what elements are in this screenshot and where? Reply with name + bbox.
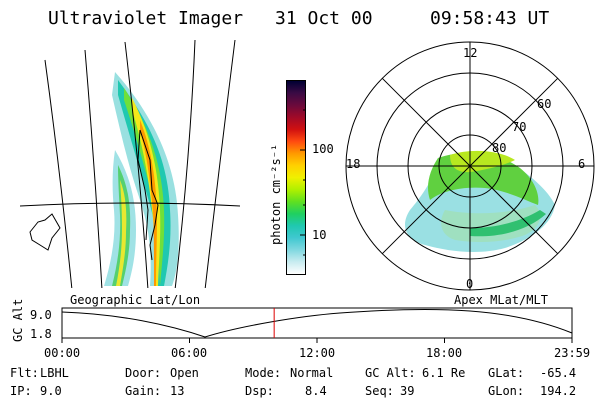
left-panel-caption: Geographic Lat/Lon bbox=[70, 293, 201, 307]
glon-label: GLon: bbox=[488, 384, 525, 398]
gain-value: 13 bbox=[170, 384, 185, 398]
timeline-frame bbox=[61, 307, 573, 339]
gcalt-label: GC Alt: bbox=[365, 366, 416, 380]
polar-grid bbox=[345, 41, 595, 291]
lat-label-80: 80 bbox=[492, 141, 507, 155]
timeline-xlabel-3: 18:00 bbox=[426, 346, 463, 360]
time-label: 09:58:43 UT bbox=[430, 8, 550, 29]
mlt-label-18: 18 bbox=[346, 157, 361, 171]
door-value: Open bbox=[170, 366, 199, 380]
altitude-curve bbox=[61, 309, 573, 338]
coastline bbox=[29, 129, 159, 261]
glon-value: 194.2 bbox=[540, 384, 577, 398]
glat-value: -65.4 bbox=[540, 366, 577, 380]
timeline-xlabel-2: 12:00 bbox=[299, 346, 336, 360]
timeline-xlabel-4: 23:59 bbox=[554, 346, 591, 360]
timeline-xlabel-1: 06:00 bbox=[171, 346, 208, 360]
timeline-ymax: 9.0 bbox=[30, 308, 52, 322]
ip-value: 9.0 bbox=[40, 384, 62, 398]
gcalt-value: 6.1 Re bbox=[422, 366, 466, 380]
date-label: 31 Oct 00 bbox=[275, 8, 373, 29]
flt-value: LBHL bbox=[40, 366, 69, 380]
door-label: Door: bbox=[125, 366, 162, 380]
colorbar-tick-10: 10 bbox=[312, 228, 327, 242]
mode-label: Mode: bbox=[245, 366, 282, 380]
latitude-grid bbox=[20, 202, 240, 207]
lat-label-60: 60 bbox=[537, 97, 552, 111]
longitude-grid bbox=[44, 40, 236, 288]
mlt-label-6: 6 bbox=[578, 157, 586, 171]
instrument-title: Ultraviolet Imager bbox=[48, 8, 244, 29]
ip-label: IP: bbox=[10, 384, 32, 398]
flt-label: Flt: bbox=[10, 366, 39, 380]
seq-label: Seq: bbox=[365, 384, 394, 398]
timeline-ylabel: GC Alt bbox=[11, 298, 25, 342]
mlt-label-0: 0 bbox=[466, 277, 474, 291]
gain-label: Gain: bbox=[125, 384, 162, 398]
colorbar bbox=[286, 80, 306, 275]
lat-label-70: 70 bbox=[512, 120, 527, 134]
glat-label: GLat: bbox=[488, 366, 525, 380]
timeline-ticks bbox=[61, 338, 573, 343]
right-panel-caption: Apex MLat/MLT bbox=[454, 293, 548, 307]
colorbar-tick-100: 100 bbox=[312, 142, 334, 156]
dsp-value: 8.4 bbox=[305, 384, 327, 398]
mlt-label-12: 12 bbox=[463, 46, 478, 60]
dsp-label: Dsp: bbox=[245, 384, 274, 398]
timeline-xlabel-0: 00:00 bbox=[44, 346, 81, 360]
mode-value: Normal bbox=[290, 366, 334, 380]
seq-value: 39 bbox=[400, 384, 415, 398]
timeline-ymin: 1.8 bbox=[30, 327, 52, 341]
